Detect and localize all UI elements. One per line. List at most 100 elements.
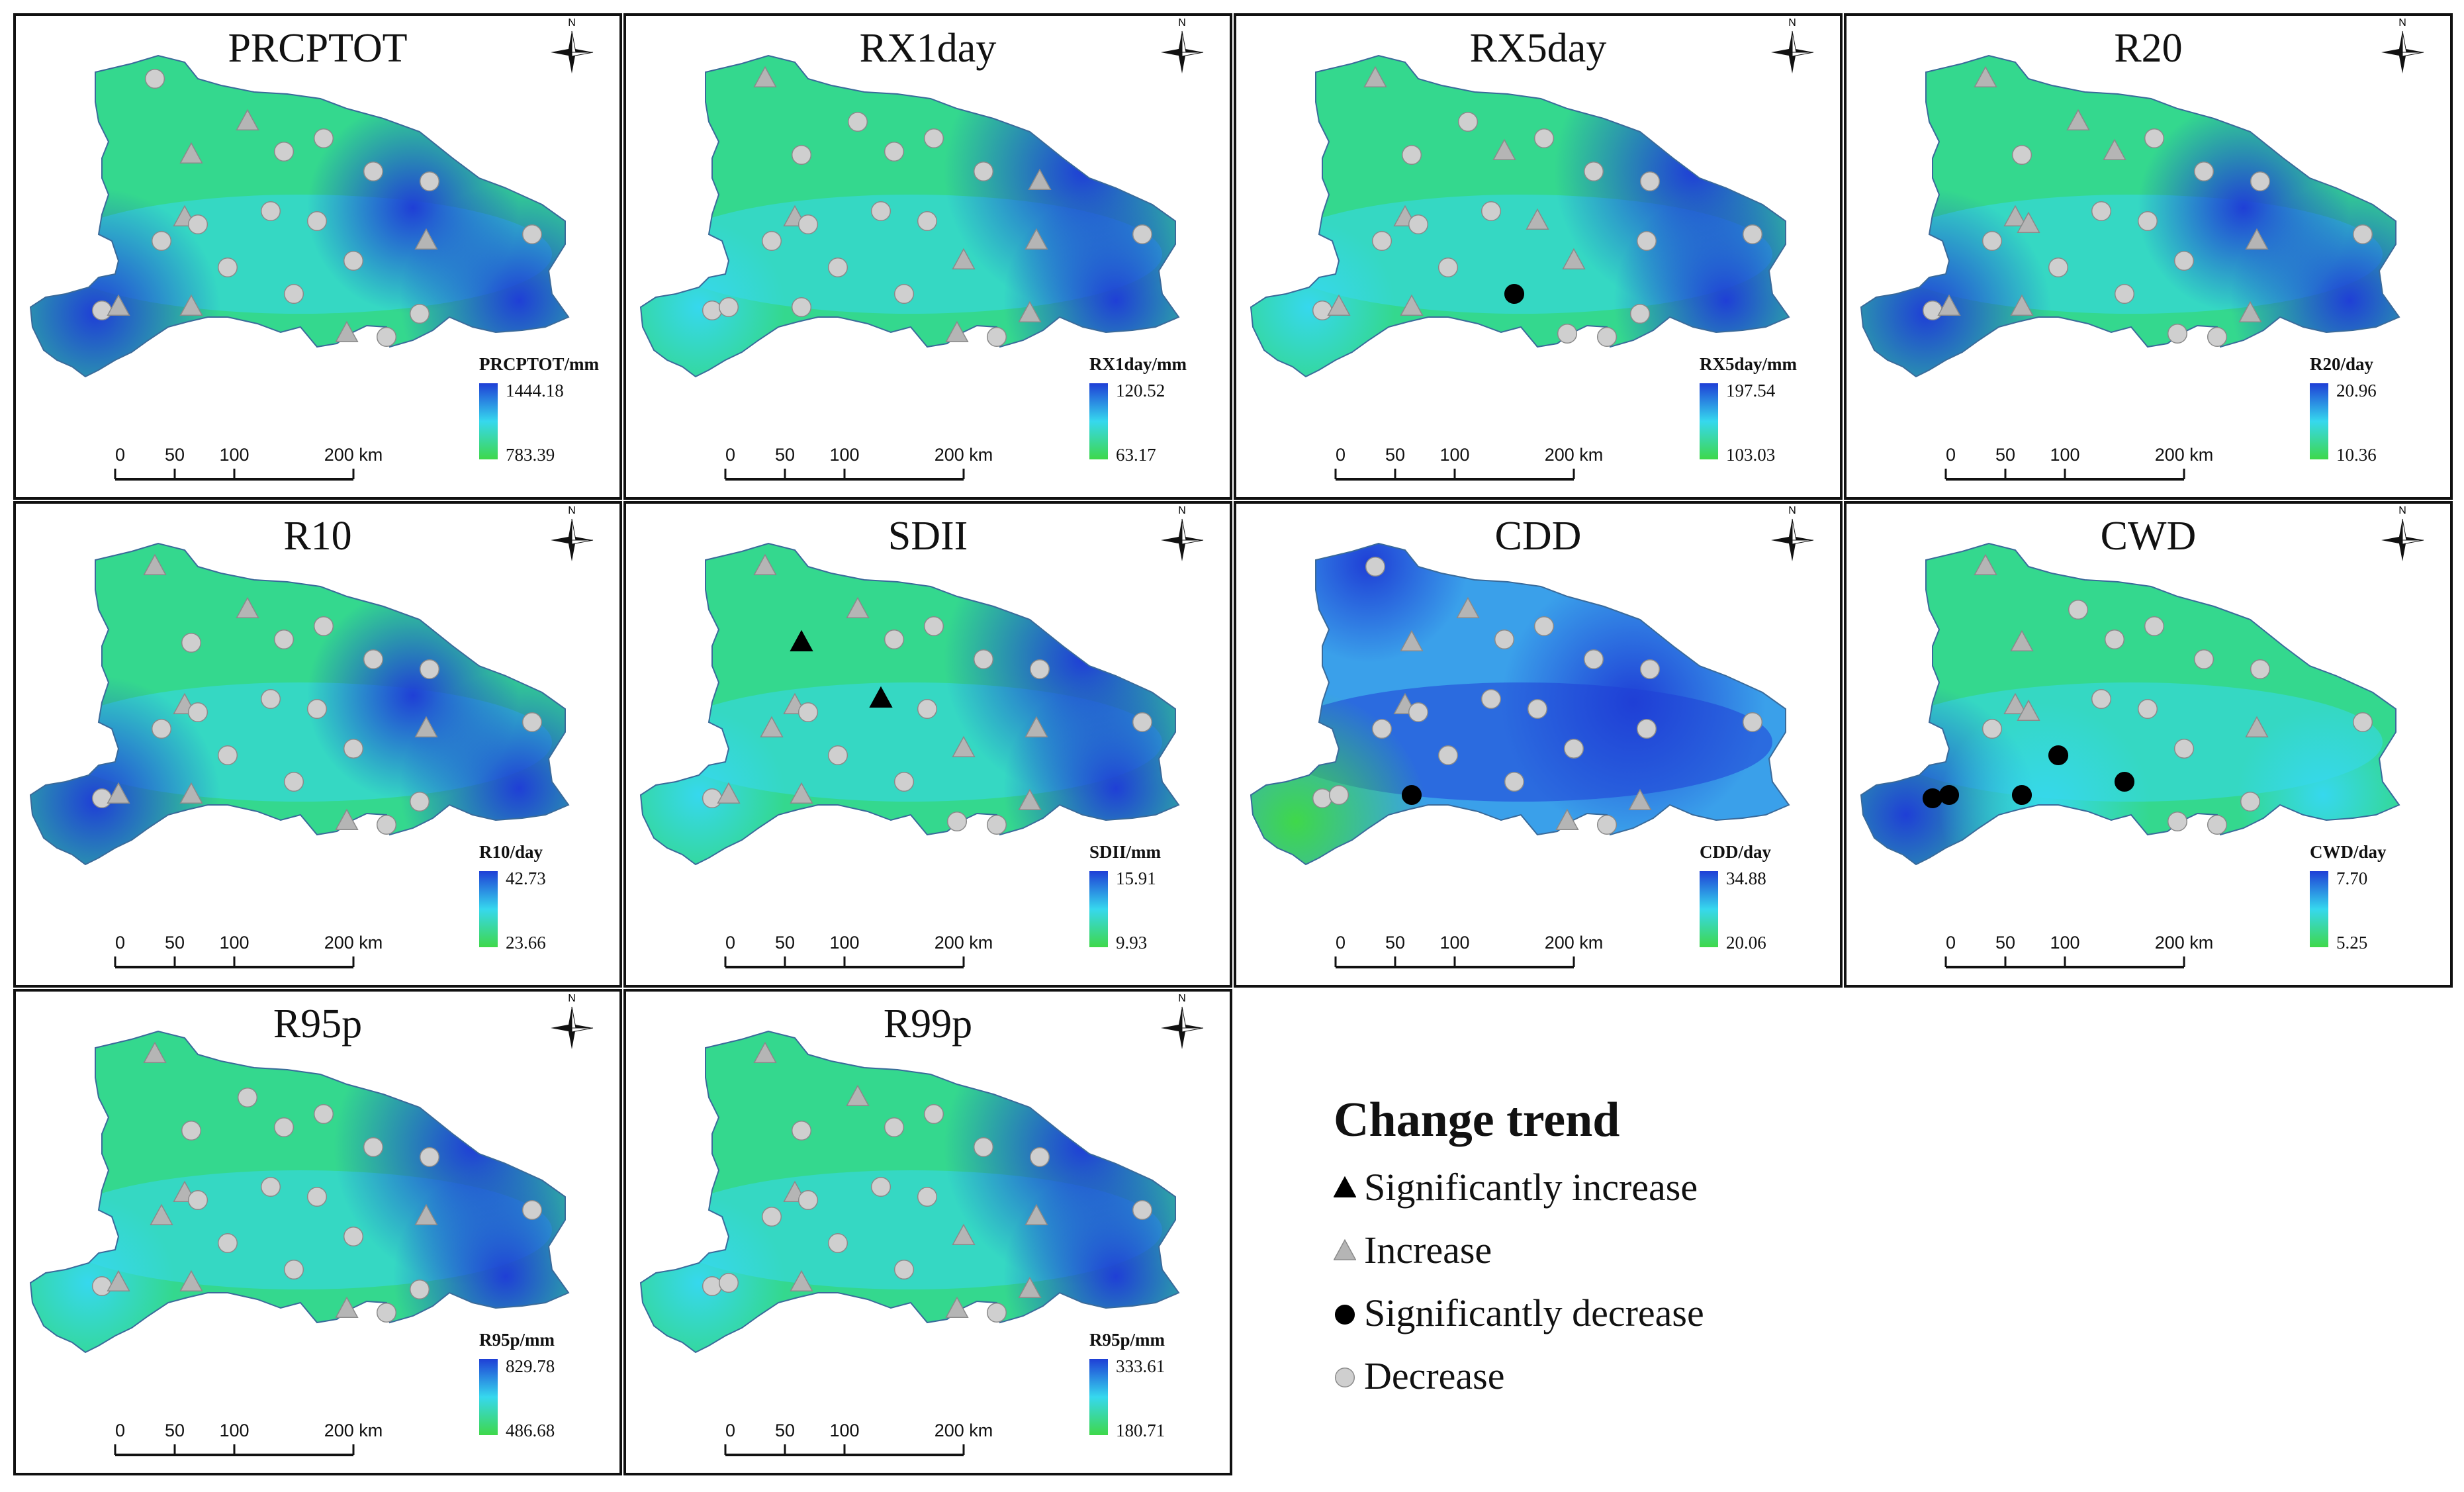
increase-marker — [1492, 138, 1516, 161]
decrease-marker — [313, 1103, 334, 1125]
scale-label: 50 — [1995, 933, 2015, 953]
decrease-marker — [827, 745, 848, 766]
color-ramp-legend: CWD/day 7.70 5.25 — [2310, 842, 2387, 953]
ramp-max-label: 333.61 — [1116, 1356, 1165, 1376]
decrease-marker — [283, 1259, 304, 1280]
increase-marker — [717, 782, 741, 804]
ramp-min-label: 10.36 — [2336, 445, 2377, 465]
increase-marker — [107, 294, 130, 316]
decrease-marker — [1029, 1146, 1050, 1168]
increase-marker — [236, 109, 259, 131]
north-arrow-icon: N — [1771, 505, 1814, 561]
increase-marker — [2003, 692, 2027, 715]
legend-item-label: Significantly increase — [1364, 1166, 1698, 1209]
color-ramp-legend: SDII/mm 15.91 9.93 — [1089, 842, 1162, 953]
decrease-marker — [2091, 201, 2112, 222]
decrease-marker — [1596, 326, 1618, 348]
increase-marker — [1327, 294, 1351, 316]
ramp-unit-label: RX5day/mm — [1700, 354, 1798, 374]
legend-item-si: Significantly increase — [1334, 1165, 1698, 1209]
ramp-max-label: 15.91 — [1116, 868, 1156, 888]
scale-label: 0 — [1946, 933, 1956, 953]
increase-marker — [1400, 629, 1424, 652]
decrease-marker — [2207, 814, 2228, 835]
map-svg: N 0 50 100 200 km RX1day/mm 120.52 63.17 — [639, 17, 1204, 481]
color-ramp-legend: RX5day/mm 197.54 103.03 — [1700, 354, 1798, 465]
significant-decrease-marker — [1334, 1304, 1355, 1325]
ramp-min-label: 783.39 — [506, 445, 555, 465]
decrease-marker — [893, 283, 915, 304]
map-panel-cwd: N 0 50 100 200 km CWD/day 7.70 5.25 CWD — [1844, 501, 2453, 988]
panel-title: SDII — [888, 514, 968, 559]
decrease-marker — [917, 1186, 938, 1207]
decrease-marker — [1457, 111, 1479, 132]
significant-decrease-marker — [1922, 788, 1943, 809]
scale-label: 50 — [1385, 445, 1405, 465]
decrease-marker — [702, 788, 723, 809]
north-label: N — [568, 505, 576, 516]
decrease-marker — [1408, 702, 1429, 723]
province-outline — [639, 542, 1180, 866]
decrease-marker — [1437, 257, 1459, 278]
scale-label: 50 — [1995, 445, 2015, 465]
province-outline — [639, 1030, 1180, 1354]
increase-marker — [790, 782, 813, 804]
panel-title: CDD — [1494, 514, 1582, 559]
increase-marker — [753, 1041, 777, 1064]
decrease-marker — [260, 1176, 281, 1197]
decrease-marker — [313, 616, 334, 637]
panel-title: R20 — [2114, 26, 2183, 71]
decrease-marker — [419, 1146, 440, 1168]
decrease-marker — [1639, 659, 1661, 680]
decrease-marker — [522, 712, 543, 733]
increase-marker — [414, 716, 438, 738]
legend-item-sd: Significantly decrease — [1334, 1291, 1704, 1335]
decrease-marker — [2173, 738, 2195, 759]
increase-marker — [945, 1296, 969, 1319]
increase-marker — [179, 1270, 203, 1292]
decrease-marker — [1636, 718, 1657, 739]
ramp-max-label: 34.88 — [1726, 868, 1766, 888]
decrease-marker — [2193, 649, 2214, 670]
ramp-min-label: 23.66 — [506, 933, 546, 953]
significant-decrease-marker — [1401, 784, 1422, 806]
province-outline — [29, 542, 570, 866]
scale-label: 50 — [775, 445, 795, 465]
ramp-unit-label: R10/day — [479, 842, 543, 862]
decrease-marker — [2352, 712, 2373, 733]
province-surface — [1251, 543, 1789, 864]
ramp-max-label: 829.78 — [506, 1356, 555, 1376]
ramp-max-label: 42.73 — [506, 868, 546, 888]
scale-label: 0 — [725, 445, 735, 465]
decrease-marker — [522, 224, 543, 245]
north-arrow-icon: N — [551, 505, 594, 561]
decrease-marker — [1371, 230, 1392, 252]
increase-marker — [414, 1203, 438, 1226]
scale-label: 100 — [829, 1421, 859, 1440]
decrease-marker — [1742, 712, 1763, 733]
increase-marker — [179, 294, 203, 316]
decrease-marker — [1312, 300, 1333, 321]
color-ramp-legend: R95p/mm 333.61 180.71 — [1089, 1330, 1165, 1440]
color-ramp-legend: CDD/day 34.88 20.06 — [1700, 842, 1772, 953]
map-svg: N 0 50 100 200 km R10/day 42.73 23.66 — [29, 505, 594, 968]
decrease-marker — [1527, 698, 1548, 720]
decrease-marker — [376, 814, 397, 835]
decrease-marker — [1371, 718, 1392, 739]
ramp-max-label: 197.54 — [1726, 381, 1776, 400]
province-outline — [639, 54, 1180, 378]
increase-marker — [1334, 1238, 1356, 1260]
province-surface — [641, 1031, 1179, 1352]
legend-marker-icon — [1334, 1238, 1356, 1260]
decrease-marker — [1596, 814, 1618, 835]
decrease-marker — [1481, 688, 1502, 710]
decrease-marker — [1334, 1367, 1355, 1387]
decrease-marker — [1365, 556, 1386, 577]
province-outline — [1860, 54, 2400, 378]
increase-marker — [1018, 301, 1042, 323]
increase-marker — [150, 1203, 173, 1226]
decrease-marker — [1504, 771, 1525, 792]
map-panel-r10: N 0 50 100 200 km R10/day 42.73 23.66 R10 — [13, 501, 622, 988]
increase-marker — [1028, 168, 1052, 191]
ramp-bar — [1089, 1359, 1108, 1435]
